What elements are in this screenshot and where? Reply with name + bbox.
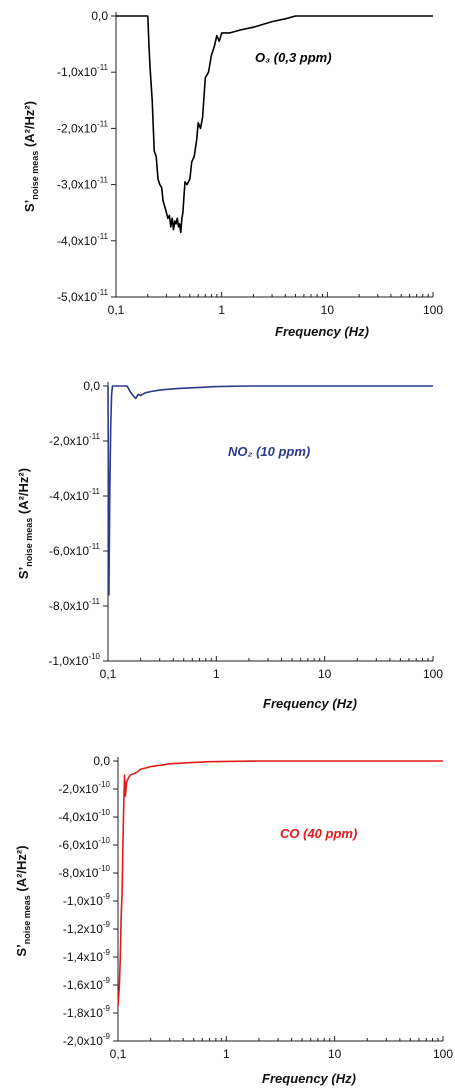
x-tick-label: 100: [423, 667, 443, 681]
y-tick-label: -4,0x10-10: [58, 808, 110, 824]
y-tick-label: -3,0x10-11: [57, 176, 109, 192]
y-tick-label: -1,0x10-9: [63, 892, 111, 908]
y-tick-label: -4,0x10-11: [49, 487, 101, 503]
series-line-o3: [116, 15, 433, 234]
x-tick-label: 1: [218, 303, 225, 317]
chart-o3: 0,1 1 10 100 0,0 -1,0x10-11 -2,0x10-11 -3,0x10-…: [22, 9, 443, 339]
y-tick-label: -1,0x10-11: [57, 63, 109, 79]
y-tick-label: -6,0x10-10: [58, 836, 110, 852]
y-tick-label: -2,0x10-11: [57, 119, 109, 135]
series-annotation: O₃ (0,3 ppm): [255, 50, 332, 65]
y-tick-label: -2,0x10-9: [63, 1032, 111, 1048]
y-tick-label: -2,0x10-10: [58, 780, 110, 796]
x-axis-label: Frequency (Hz): [275, 324, 369, 339]
x-tick-label: 100: [433, 1047, 453, 1061]
chart-co: 0,1 1 10 100 0,0 -2,0x10-10 -4,0x10-10 -6,0x10-…: [14, 754, 453, 1086]
y-tick-label: -1,8x10-9: [63, 1004, 111, 1020]
y-tick-label: -1,6x10-9: [63, 976, 111, 992]
x-tick-label: 100: [423, 303, 443, 317]
x-tick-label: 0,1: [108, 303, 125, 317]
y-tick-label: -1,4x10-9: [63, 948, 111, 964]
x-tick-label: 10: [321, 303, 335, 317]
y-axis-label: S’noise meas (A²/Hz²): [22, 101, 40, 212]
y-tick-label: -2,0x10-11: [49, 432, 101, 448]
y-tick-label: -8,0x10-11: [49, 597, 101, 613]
x-axis-label: Frequency (Hz): [262, 1071, 356, 1086]
y-tick-label: -8,0x10-10: [58, 864, 110, 880]
y-tick-label: -4,0x10-11: [57, 232, 109, 248]
x-axis-label: Frequency (Hz): [263, 696, 357, 711]
y-tick-label: -5,0x10-11: [57, 288, 109, 304]
x-tick-label: 0,1: [100, 667, 117, 681]
y-tick-label: 0,0: [93, 754, 110, 768]
y-tick-label: 0,0: [91, 9, 108, 23]
x-tick-label: 10: [328, 1047, 342, 1061]
x-tick-label: 1: [213, 667, 220, 681]
series-annotation: CO (40 ppm): [280, 826, 357, 841]
y-tick-label: -1,0x10-10: [48, 652, 100, 668]
y-axis-label: S’noise meas (A²/Hz²): [16, 468, 34, 579]
y-tick-label: -6,0x10-11: [49, 542, 101, 558]
y-axis-label: S’noise meas (A²/Hz²): [14, 845, 32, 956]
x-tick-label: 0,1: [110, 1047, 127, 1061]
series-line-no2: [107, 385, 433, 596]
y-tick-label: -1,2x10-9: [63, 920, 111, 936]
y-tick-label: 0,0: [83, 379, 100, 393]
series-annotation: NO₂ (10 ppm): [228, 444, 310, 459]
series-line-co: [117, 760, 443, 1007]
chart-no2: 0,1 1 10 100 0,0 -2,0x10-11 -4,0x10-11 -6,0x10-…: [16, 379, 443, 711]
x-tick-label: 1: [223, 1047, 230, 1061]
x-tick-label: 10: [318, 667, 332, 681]
